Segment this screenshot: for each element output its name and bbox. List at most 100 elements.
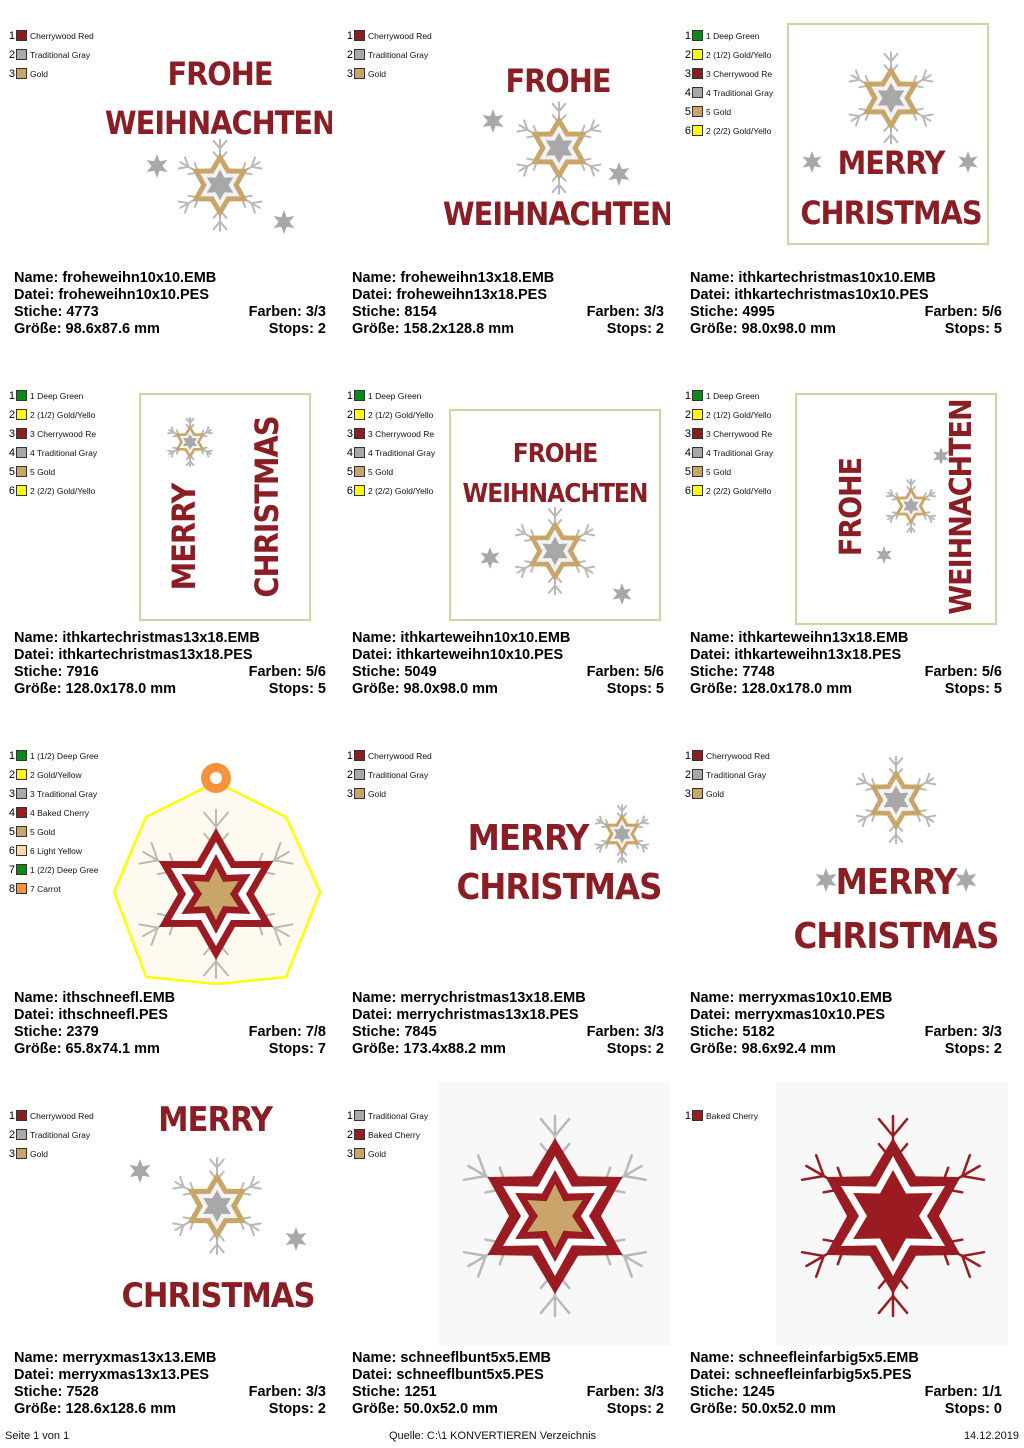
thread-color-number: 1 — [684, 749, 691, 762]
thread-color-label: Traditional Gray — [30, 49, 91, 60]
thread-color-swatch — [16, 49, 27, 60]
design-size: Größe: 98.6x87.6 mm — [14, 321, 160, 337]
thread-color-row: 3 Gold — [343, 64, 443, 83]
thread-color-legend: 1 1 Deep Green 2 2 (1/2) Gold/Yello 3 3 Cherr… — [681, 26, 781, 140]
color-count: Farben: 5/6 — [248, 664, 326, 680]
thread-color-row: 3 Gold — [5, 1144, 105, 1163]
thread-color-swatch — [692, 428, 703, 439]
embroidery-preview-snowflake-ornament — [100, 722, 332, 986]
thread-color-row: 6 2 (2/2) Gold/Yello — [681, 121, 781, 140]
source-path: Quelle: C:\1 KONVERTIEREN Verzeichnis — [389, 1430, 597, 1442]
thread-color-swatch — [16, 864, 27, 875]
thread-color-swatch — [692, 30, 703, 41]
thread-color-row: 3 3 Cherrywood Re — [681, 424, 781, 443]
embroidery-preview-snowflake-multicolor — [438, 1082, 670, 1346]
thread-color-label: 2 Gold/Yellow — [30, 769, 82, 780]
thread-color-swatch — [354, 409, 365, 420]
color-count: Farben: 5/6 — [924, 664, 1002, 680]
thread-color-row: 3 Gold — [343, 784, 443, 803]
thread-color-label: 5 Gold — [30, 466, 56, 477]
thread-color-row: 3 3 Cherrywood Re — [5, 424, 105, 443]
thread-color-swatch — [692, 788, 703, 799]
thread-color-legend: 1 Baked Cherry — [681, 1106, 781, 1125]
thread-color-row: 4 4 Traditional Gray — [343, 443, 443, 462]
design-size: Größe: 128.6x128.6 mm — [14, 1401, 177, 1417]
design-info: Name: froheweihn10x10.EMB Datei: frohewei… — [14, 270, 326, 338]
thread-color-swatch — [692, 485, 703, 496]
thread-color-label: 3 Cherrywood Re — [706, 428, 773, 439]
stitch-count: Stiche: 5049 — [352, 664, 437, 680]
thread-color-swatch — [692, 447, 703, 458]
design-info: Name: merryxmas13x13.EMB Datei: merryxmas… — [14, 1350, 326, 1418]
design-info: Name: merryxmas10x10.EMB Datei: merryxmas… — [690, 990, 1002, 1058]
thread-color-swatch — [354, 1148, 365, 1159]
thread-color-label: Gold — [30, 68, 48, 79]
thread-color-number: 1 — [8, 749, 15, 762]
design-name: Name: froheweihn13x18.EMB — [352, 270, 555, 286]
embroidery-preview-card-merry-christmas-square: MERRY CHRISTMAS — [776, 2, 1008, 266]
color-count: Farben: 3/3 — [586, 1384, 664, 1400]
design-file: Datei: ithkarteweihn13x18.PES — [690, 647, 902, 663]
thread-color-number: 3 — [8, 427, 15, 440]
design-file: Datei: schneefleinfarbig5x5.PES — [690, 1367, 912, 1383]
thread-color-row: 6 2 (2/2) Gold/Yello — [681, 481, 781, 500]
thread-color-number: 1 — [8, 1109, 15, 1122]
design-file: Datei: ithkartechristmas13x18.PES — [14, 647, 253, 663]
embroidery-preview-merry-christmas-square: MERRY CHRISTMAS — [776, 722, 1008, 986]
thread-color-swatch — [692, 87, 703, 98]
design-file: Datei: schneeflbunt5x5.PES — [352, 1367, 544, 1383]
svg-text:FROHE: FROHE — [505, 62, 610, 100]
thread-color-label: Cherrywood Red — [30, 1110, 94, 1121]
thread-color-number: 5 — [8, 465, 15, 478]
thread-color-label: Gold — [368, 1148, 386, 1159]
svg-text:CHRISTMAS: CHRISTMAS — [248, 416, 286, 597]
thread-color-number: 6 — [8, 844, 15, 857]
thread-color-swatch — [16, 1148, 27, 1159]
design-card: 1 1 Deep Green 2 2 (1/2) Gold/Yello 3 3 Cherr… — [0, 360, 338, 720]
thread-color-swatch — [692, 750, 703, 761]
thread-color-label: 2 (1/2) Gold/Yello — [706, 409, 772, 420]
stitch-count: Stiche: 7916 — [14, 664, 99, 680]
thread-color-number: 3 — [346, 427, 353, 440]
thread-color-swatch — [692, 49, 703, 60]
thread-color-swatch — [692, 466, 703, 477]
thread-color-row: 2 2 (1/2) Gold/Yello — [343, 405, 443, 424]
design-info: Name: ithkarteweihn13x18.EMB Datei: ithka… — [690, 630, 1002, 698]
stitch-count: Stiche: 7528 — [14, 1384, 99, 1400]
design-name: Name: ithkarteweihn13x18.EMB — [690, 630, 909, 646]
design-card: 1 1 (1/2) Deep Gree 2 2 Gold/Yellow 3 3 Tradi… — [0, 720, 338, 1080]
thread-color-label: Gold — [368, 68, 386, 79]
thread-color-number: 4 — [346, 446, 353, 459]
design-card: 1 Traditional Gray 2 Baked Cherry 3 Gold Name:… — [338, 1080, 676, 1440]
thread-color-row: 1 Baked Cherry — [681, 1106, 781, 1125]
thread-color-row: 1 1 (1/2) Deep Gree — [5, 746, 105, 765]
design-file: Datei: ithkarteweihn10x10.PES — [352, 647, 564, 663]
thread-color-number: 6 — [346, 484, 353, 497]
thread-color-label: 3 Cherrywood Re — [706, 68, 773, 79]
svg-text:CHRISTMAS: CHRISTMAS — [457, 867, 662, 908]
thread-color-row: 2 Baked Cherry — [343, 1125, 443, 1144]
page-footer: Seite 1 von 1 Quelle: C:\1 KONVERTIEREN … — [0, 1428, 1024, 1446]
thread-color-swatch — [692, 409, 703, 420]
thread-color-number: 1 — [684, 29, 691, 42]
thread-color-legend: 1 1 Deep Green 2 2 (1/2) Gold/Yello 3 3 Cherr… — [343, 386, 443, 500]
thread-color-swatch — [354, 1129, 365, 1140]
color-count: Farben: 3/3 — [248, 1384, 326, 1400]
thread-color-swatch — [692, 106, 703, 117]
thread-color-label: Gold — [706, 788, 724, 799]
thread-color-number: 4 — [684, 446, 691, 459]
stitch-count: Stiche: 1245 — [690, 1384, 775, 1400]
stitch-count: Stiche: 1251 — [352, 1384, 437, 1400]
thread-color-swatch — [16, 826, 27, 837]
thread-color-swatch — [354, 788, 365, 799]
thread-color-label: Traditional Gray — [706, 769, 767, 780]
thread-color-number: 2 — [8, 768, 15, 781]
stitch-count: Stiche: 2379 — [14, 1024, 99, 1040]
svg-text:MERRY: MERRY — [836, 862, 958, 903]
thread-color-label: 2 (2/2) Gold/Yello — [706, 125, 772, 136]
svg-text:CHRISTMAS: CHRISTMAS — [121, 1276, 314, 1316]
thread-color-swatch — [16, 447, 27, 458]
thread-color-swatch — [16, 30, 27, 41]
design-size: Größe: 128.0x178.0 mm — [14, 681, 177, 697]
svg-text:WEIHNACHTEN: WEIHNACHTEN — [443, 195, 670, 233]
